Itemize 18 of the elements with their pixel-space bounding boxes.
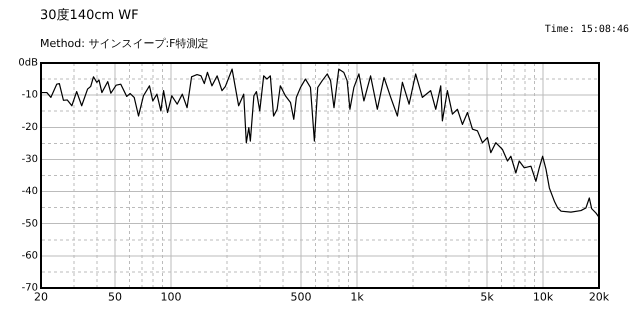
chart-title: 30度140cm WF: [40, 7, 139, 24]
y-tick-label: -20: [22, 122, 38, 133]
x-tick-label: 5k: [480, 290, 494, 304]
x-tick-label: 20k: [588, 290, 610, 304]
chart-subtitle: Method: サインスイープ:F特測定: [40, 36, 208, 51]
text: Time: 15:08:46: [544, 24, 629, 35]
x-tick-label: 10k: [532, 290, 554, 304]
y-tick-label: 0dB: [18, 58, 38, 69]
y-tick-label: -50: [22, 218, 38, 230]
x-tick-label: 50: [108, 290, 122, 304]
y-tick-label: -30: [22, 154, 38, 166]
x-tick-label: 1k: [350, 290, 364, 304]
y-tick-label: -40: [22, 186, 38, 198]
x-tick-label: 20: [34, 290, 48, 304]
x-tick-label: 100: [160, 290, 182, 304]
y-tick-label: -10: [22, 90, 38, 101]
y-tick-label: -60: [22, 250, 38, 262]
x-tick-label: 500: [290, 290, 312, 304]
